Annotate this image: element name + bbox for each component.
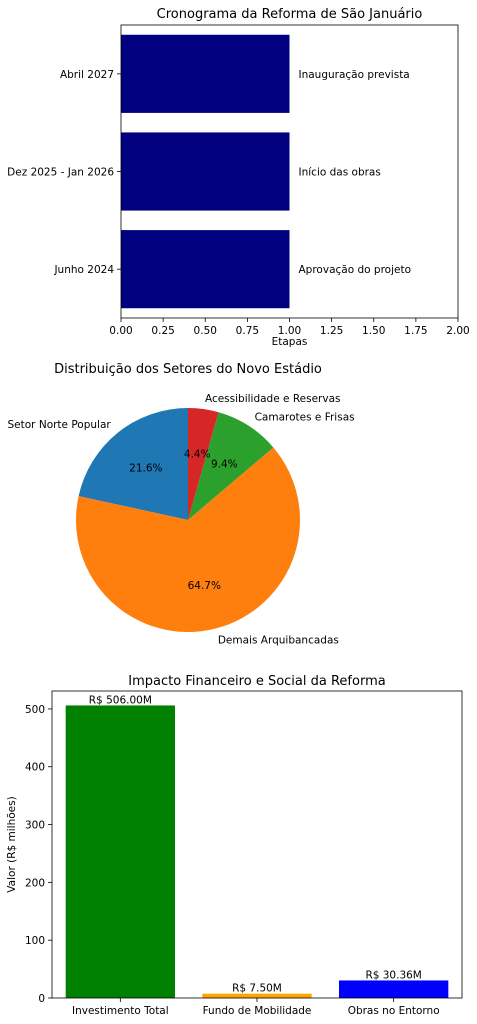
chart-title: Distribuição dos Setores do Novo Estádio [54, 362, 322, 377]
y-tick-label: 300 [25, 820, 45, 832]
value-bar [65, 705, 175, 998]
pie-slice [76, 447, 301, 632]
bar-annotation: Inauguração prevista [299, 69, 410, 81]
y-tick-label: 0 [38, 993, 45, 1005]
timeline-bar [121, 34, 290, 113]
x-tick-label: Investimento Total [72, 1005, 169, 1017]
y-tick-label: 100 [25, 935, 45, 947]
pie-slice-label: Demais Arquibancadas [218, 635, 339, 647]
pie-slice [188, 408, 219, 520]
pie-percent-label: 64.7% [188, 580, 221, 592]
x-tick-label: Fundo de Mobilidade [203, 1005, 312, 1017]
bar-annotation: Aprovação do projeto [299, 264, 412, 276]
pie-slice-label: Camarotes e Frisas [255, 411, 355, 423]
x-tick-label: 0.00 [109, 325, 132, 337]
timeline-bar [121, 132, 290, 211]
pie-slice [78, 408, 188, 520]
y-tick-label: 200 [25, 877, 45, 889]
y-tick-label: Abril 2027 [60, 69, 114, 81]
bar-value-label: R$ 506.00M [89, 694, 152, 706]
y-tick-label: 500 [25, 704, 45, 716]
pie-percent-label: 9.4% [211, 458, 238, 470]
x-axis-label: Etapas [272, 336, 308, 348]
pie-slice [188, 412, 274, 520]
timeline-bar [121, 230, 290, 309]
bar-value-label: R$ 30.36M [365, 969, 421, 981]
x-tick-label: 0.50 [194, 325, 217, 337]
x-tick-label: 0.75 [236, 325, 259, 337]
y-tick-label: Dez 2025 - Jan 2026 [7, 167, 114, 179]
x-tick-label: 1.00 [278, 325, 301, 337]
bar-annotation: Início das obras [299, 167, 381, 179]
pie-slice-label: Setor Norte Popular [8, 419, 112, 431]
x-tick-label: Obras no Entorno [348, 1005, 440, 1017]
pie-percent-label: 4.4% [184, 448, 211, 460]
y-tick-label: Junho 2024 [53, 264, 114, 276]
y-tick-label: 400 [25, 762, 45, 774]
x-tick-label: 1.75 [404, 325, 427, 337]
x-tick-label: 0.25 [151, 325, 174, 337]
pie-percent-label: 21.6% [129, 463, 162, 475]
chart-title: Cronograma da Reforma de São Januário [157, 7, 423, 22]
chart-title: Impacto Financeiro e Social da Reforma [128, 674, 385, 689]
bar-value-label: R$ 7.50M [232, 983, 282, 995]
value-bar [339, 980, 449, 998]
x-tick-label: 1.50 [362, 325, 385, 337]
y-axis-label: Valor (R$ milhões) [6, 796, 18, 892]
x-tick-label: 2.00 [446, 325, 469, 337]
plot-frame [51, 690, 463, 999]
pie-slice-label: Acessibilidade e Reservas [205, 393, 341, 405]
value-bar [202, 993, 312, 998]
x-tick-label: 1.25 [320, 325, 343, 337]
